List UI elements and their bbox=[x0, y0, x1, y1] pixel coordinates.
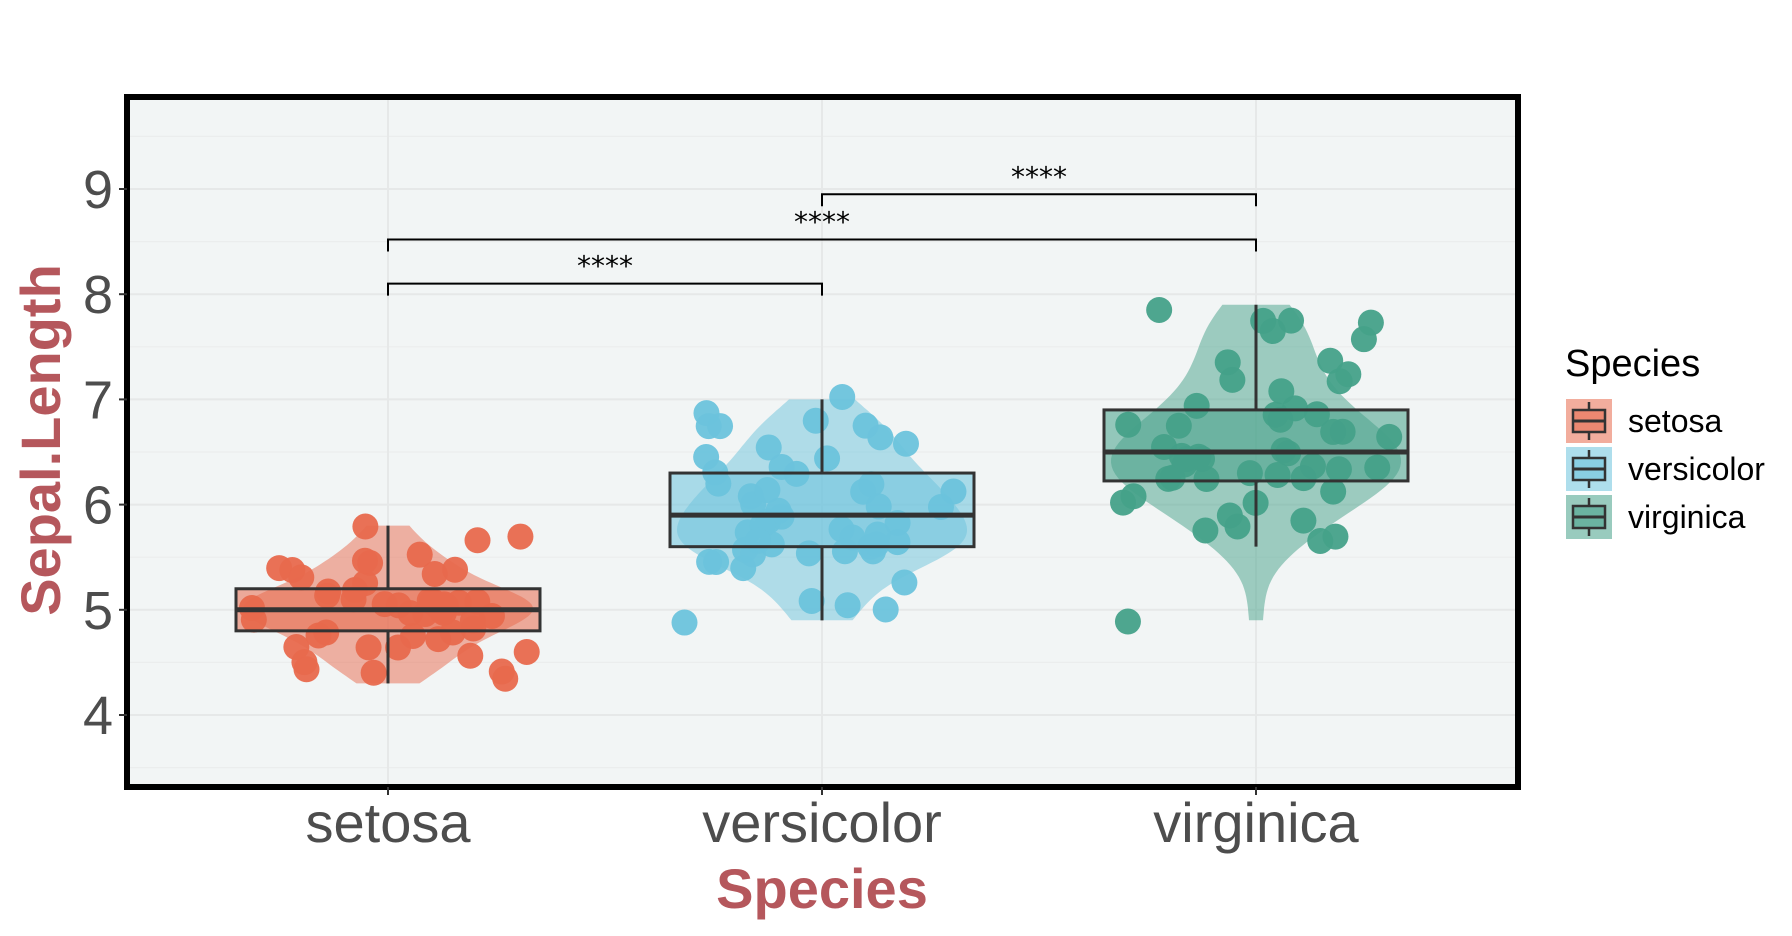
x-tick-label-setosa: setosa bbox=[306, 791, 472, 854]
data-point-versicolor bbox=[872, 596, 899, 623]
y-tick-label: 6 bbox=[83, 476, 113, 536]
significance-label: **** bbox=[1011, 160, 1067, 193]
data-point-versicolor bbox=[802, 407, 829, 434]
data-point-versicolor bbox=[814, 445, 841, 472]
y-tick-label: 4 bbox=[83, 686, 113, 746]
data-point-setosa bbox=[457, 642, 484, 669]
data-point-setosa bbox=[513, 638, 540, 665]
data-point-setosa bbox=[421, 560, 448, 587]
data-point-versicolor bbox=[798, 587, 825, 614]
data-point-virginica bbox=[1317, 347, 1344, 374]
y-tick-label: 5 bbox=[83, 581, 113, 641]
data-point-setosa bbox=[507, 523, 534, 550]
significance-brackets: **** **** **** bbox=[387, 160, 1257, 296]
x-axis-title: Species bbox=[716, 857, 928, 920]
box-versicolor bbox=[668, 471, 976, 549]
data-point-setosa bbox=[442, 556, 469, 583]
data-point-versicolor bbox=[703, 548, 730, 575]
data-point-virginica bbox=[1120, 483, 1147, 510]
y-tick-label: 7 bbox=[83, 370, 113, 430]
y-axis: 4 5 6 7 8 9 bbox=[83, 160, 127, 746]
data-point-virginica bbox=[1335, 361, 1362, 388]
boxplots bbox=[234, 304, 1410, 684]
significance-label: **** bbox=[577, 250, 633, 283]
data-point-setosa bbox=[360, 659, 387, 686]
data-point-setosa bbox=[291, 649, 318, 676]
legend-key-virginica bbox=[1566, 495, 1612, 539]
data-point-setosa bbox=[488, 658, 515, 685]
data-point-virginica bbox=[1114, 608, 1141, 635]
data-point-versicolor bbox=[834, 592, 861, 619]
data-point-virginica bbox=[1250, 307, 1277, 334]
legend-label-virginica: virginica bbox=[1628, 499, 1746, 535]
data-point-versicolor bbox=[891, 569, 918, 596]
x-tick-label-versicolor: versicolor bbox=[702, 791, 942, 854]
data-point-setosa bbox=[351, 547, 378, 574]
data-point-setosa bbox=[352, 513, 379, 540]
data-point-versicolor bbox=[671, 609, 698, 636]
data-point-setosa bbox=[288, 564, 315, 591]
data-point-versicolor bbox=[829, 383, 856, 410]
data-point-virginica bbox=[1216, 502, 1243, 529]
legend-label-setosa: setosa bbox=[1628, 403, 1722, 439]
data-point-setosa bbox=[406, 541, 433, 568]
legend-key-versicolor bbox=[1566, 447, 1612, 491]
significance-label: **** bbox=[794, 205, 850, 238]
data-point-virginica bbox=[1320, 478, 1347, 505]
bracket-setosa-versicolor bbox=[387, 282, 823, 296]
bracket-versicolor-virginica bbox=[821, 193, 1257, 207]
legend-title: Species bbox=[1565, 343, 1700, 385]
data-point-versicolor bbox=[852, 412, 879, 439]
data-point-virginica bbox=[1307, 527, 1334, 554]
data-point-versicolor bbox=[695, 413, 722, 440]
legend: Species setosa versicolor virginica bbox=[1565, 343, 1765, 539]
y-tick-label: 9 bbox=[83, 160, 113, 220]
data-point-virginica bbox=[1146, 296, 1173, 323]
data-point-virginica bbox=[1278, 307, 1305, 334]
data-point-virginica bbox=[1290, 507, 1317, 534]
box-virginica bbox=[1102, 408, 1410, 483]
data-point-virginica bbox=[1192, 517, 1219, 544]
data-point-setosa bbox=[355, 634, 382, 661]
data-point-virginica bbox=[1357, 309, 1384, 336]
legend-label-versicolor: versicolor bbox=[1628, 451, 1765, 487]
y-axis-title: Sepal.Length bbox=[9, 264, 72, 616]
data-point-versicolor bbox=[755, 434, 782, 461]
bracket-setosa-virginica bbox=[387, 238, 1257, 252]
x-tick-label-virginica: virginica bbox=[1153, 791, 1359, 854]
data-point-virginica bbox=[1219, 366, 1246, 393]
x-axis: setosa versicolor virginica bbox=[306, 787, 1360, 854]
data-point-versicolor bbox=[893, 430, 920, 457]
y-tick-label: 8 bbox=[83, 265, 113, 325]
data-point-setosa bbox=[464, 527, 491, 554]
legend-key-setosa bbox=[1566, 399, 1612, 443]
